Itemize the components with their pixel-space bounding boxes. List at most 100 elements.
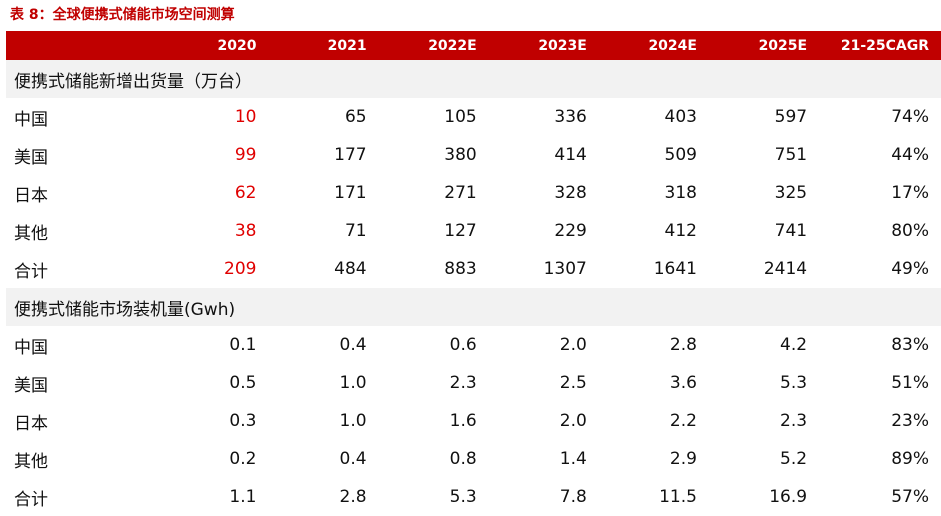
cell-2024e: 1641 (653, 259, 697, 279)
cell-2024e: 2.2 (669, 411, 697, 431)
header-cell-cagr: 21-25CAGR (807, 32, 941, 60)
cell-cagr: 89% (891, 449, 929, 469)
cell-2021: 177 (334, 145, 367, 165)
cell-2023e: 2.5 (559, 373, 587, 393)
row-label: 美国 (14, 147, 48, 168)
cell-2023e: 229 (554, 221, 587, 241)
cell-2025e: 741 (774, 221, 808, 241)
cell-2023e: 2.0 (559, 335, 587, 355)
row-label: 中国 (14, 337, 48, 358)
cell-2022e: 1.6 (449, 411, 477, 431)
row-label: 日本 (14, 185, 48, 206)
cell-2021: 1.0 (339, 411, 367, 431)
table-row-total: 合计 209 484 883 1307 1641 2414 49% (6, 250, 941, 288)
cell-2024e: 509 (664, 145, 697, 165)
cell-2024e: 318 (664, 183, 697, 203)
row-label: 美国 (14, 375, 48, 396)
header-cell-2021: 2021 (256, 32, 367, 60)
cell-cagr: 23% (891, 411, 929, 431)
cell-2021: 171 (334, 183, 367, 203)
cell-cagr: 49% (891, 259, 929, 279)
cell-2021: 71 (344, 221, 367, 241)
table-caption: 表 8：全球便携式储能市场空间测算 (10, 7, 235, 23)
cell-2020: 62 (234, 183, 257, 203)
cell-2020: 0.5 (229, 373, 257, 393)
table-row: 其他 38 71 127 229 412 741 80% (6, 212, 941, 250)
table-row-total: 合计 1.1 2.8 5.3 7.8 11.5 16.9 57% (6, 478, 941, 516)
cell-2022e: 5.3 (449, 487, 477, 507)
cell-2022e: 0.8 (449, 449, 477, 469)
cell-2021: 2.8 (339, 487, 367, 507)
row-label: 合计 (14, 489, 48, 510)
table-row: 日本 62 171 271 328 318 325 17% (6, 174, 941, 212)
cell-2021: 0.4 (339, 335, 367, 355)
section-row-shipments: 便携式储能新增出货量（万台） (6, 60, 941, 98)
cell-2020: 10 (234, 107, 257, 127)
cell-2025e: 2.3 (780, 411, 808, 431)
cell-2020: 99 (234, 145, 257, 165)
cell-2023e: 414 (554, 145, 587, 165)
row-label: 中国 (14, 109, 48, 130)
table-row: 中国 10 65 105 336 403 597 74% (6, 98, 941, 136)
cell-cagr: 83% (891, 335, 929, 355)
cell-cagr: 17% (891, 183, 929, 203)
header-cell-2025e: 2025E (696, 32, 808, 60)
cell-2022e: 105 (444, 107, 477, 127)
market-size-table: 2020 2021 2022E 2023E 2024E 2025E 21-25C… (6, 32, 941, 516)
cell-cagr: 51% (891, 373, 929, 393)
cell-2023e: 1.4 (559, 449, 587, 469)
cell-2025e: 751 (774, 145, 808, 165)
row-label: 其他 (14, 451, 48, 472)
cell-2025e: 2414 (763, 259, 808, 279)
table-row: 美国 0.5 1.0 2.3 2.5 3.6 5.3 51% (6, 364, 941, 402)
cell-2020: 1.1 (229, 487, 257, 507)
cell-2021: 484 (334, 259, 367, 279)
cell-cagr: 80% (891, 221, 929, 241)
row-label: 日本 (14, 413, 48, 434)
header-cell-2024e: 2024E (586, 32, 697, 60)
header-cell-2022e: 2022E (366, 32, 477, 60)
cell-2023e: 7.8 (559, 487, 587, 507)
table-row: 美国 99 177 380 414 509 751 44% (6, 136, 941, 174)
cell-2025e: 325 (774, 183, 808, 203)
cell-2022e: 883 (444, 259, 477, 279)
cell-2023e: 336 (554, 107, 587, 127)
cell-2022e: 0.6 (449, 335, 477, 355)
cell-2022e: 127 (444, 221, 477, 241)
cell-2025e: 4.2 (780, 335, 808, 355)
section-row-capacity: 便携式储能市场装机量(Gwh) (6, 288, 941, 326)
cell-2021: 65 (344, 107, 367, 127)
header-cell-label (6, 32, 147, 60)
cell-2020: 38 (234, 221, 257, 241)
cell-2024e: 2.9 (669, 449, 697, 469)
cell-2023e: 328 (554, 183, 587, 203)
cell-2022e: 271 (444, 183, 477, 203)
cell-2023e: 1307 (543, 259, 587, 279)
cell-2020: 0.1 (229, 335, 257, 355)
section-title: 便携式储能市场装机量(Gwh) (6, 288, 941, 326)
cell-2022e: 380 (444, 145, 477, 165)
section-title: 便携式储能新增出货量（万台） (6, 60, 941, 98)
cell-2023e: 2.0 (559, 411, 587, 431)
header-cell-2020: 2020 (146, 32, 257, 60)
cell-2024e: 403 (664, 107, 697, 127)
cell-2020: 209 (224, 259, 257, 279)
header-cell-2023e: 2023E (476, 32, 587, 60)
caption-divider (6, 31, 941, 32)
cell-2024e: 3.6 (669, 373, 697, 393)
cell-cagr: 44% (891, 145, 929, 165)
row-label: 其他 (14, 223, 48, 244)
cell-2025e: 597 (774, 107, 808, 127)
cell-2022e: 2.3 (449, 373, 477, 393)
table-row: 其他 0.2 0.4 0.8 1.4 2.9 5.2 89% (6, 440, 941, 478)
cell-2024e: 412 (664, 221, 697, 241)
table-row: 日本 0.3 1.0 1.6 2.0 2.2 2.3 23% (6, 402, 941, 440)
cell-2025e: 16.9 (769, 487, 808, 507)
cell-2024e: 2.8 (669, 335, 697, 355)
cell-2021: 1.0 (339, 373, 367, 393)
header-row: 2020 2021 2022E 2023E 2024E 2025E 21-25C… (6, 32, 941, 60)
cell-2025e: 5.2 (780, 449, 808, 469)
cell-2025e: 5.3 (780, 373, 808, 393)
table-row: 中国 0.1 0.4 0.6 2.0 2.8 4.2 83% (6, 326, 941, 364)
cell-cagr: 57% (891, 487, 929, 507)
